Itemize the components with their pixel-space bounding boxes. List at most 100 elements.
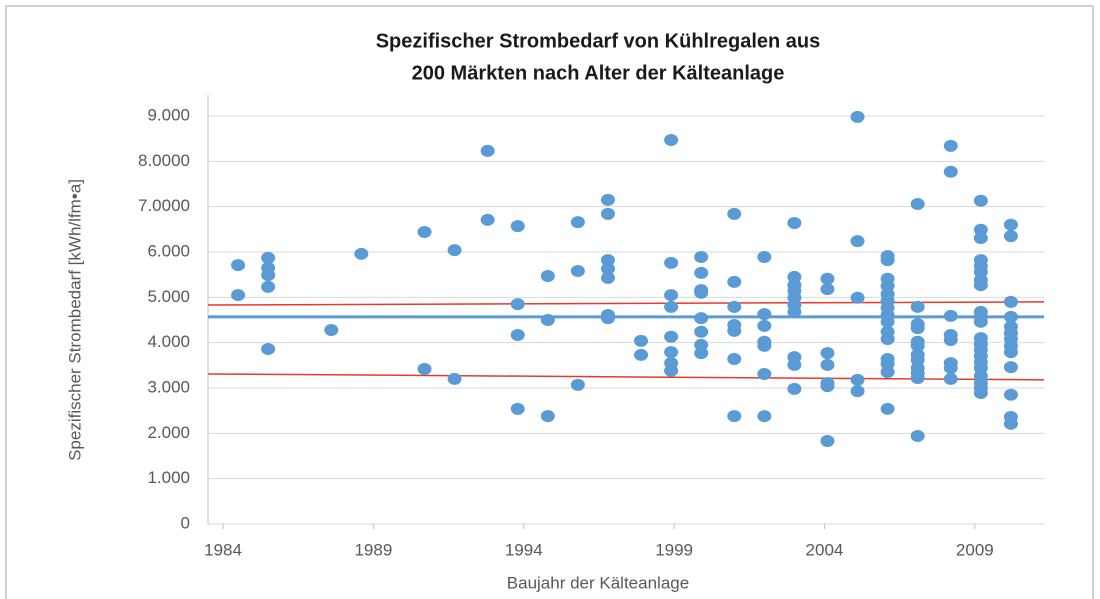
data-point <box>850 385 865 398</box>
data-point <box>727 324 742 337</box>
data-point <box>261 343 276 356</box>
data-point <box>694 266 709 279</box>
data-point <box>600 262 615 275</box>
data-point <box>727 207 742 220</box>
data-point <box>1003 218 1018 231</box>
data-point <box>787 305 802 318</box>
data-point <box>510 402 525 415</box>
data-point <box>820 272 835 285</box>
data-point <box>694 250 709 263</box>
data-point <box>727 410 742 423</box>
data-point <box>820 380 835 393</box>
data-point <box>943 372 958 385</box>
data-point <box>600 312 615 325</box>
data-point <box>694 286 709 299</box>
x-tick-label: 1994 <box>505 540 543 559</box>
chart-title: Spezifischer Strombedarf von Kühlregalen… <box>376 30 821 52</box>
data-point <box>850 110 865 123</box>
data-point <box>1003 361 1018 374</box>
data-point <box>880 315 895 328</box>
x-axis-label: Baujahr der Kälteanlage <box>507 573 689 592</box>
data-point <box>664 346 679 359</box>
data-point <box>850 373 865 386</box>
data-point <box>910 430 925 443</box>
data-point <box>664 289 679 302</box>
x-tick-label: 2004 <box>806 540 844 559</box>
data-point <box>973 194 988 207</box>
data-point <box>1003 230 1018 243</box>
data-point <box>510 328 525 341</box>
y-tick-label: 4.000 <box>147 332 190 351</box>
data-point <box>943 139 958 152</box>
data-point <box>510 298 525 311</box>
y-axis-label: Spezifischer Strombedarf [kWh/lfm•a] <box>65 179 84 461</box>
data-point <box>1003 388 1018 401</box>
data-point <box>787 358 802 371</box>
data-point <box>880 402 895 415</box>
data-point <box>570 265 585 278</box>
data-point <box>1003 295 1018 308</box>
data-point <box>1003 417 1018 430</box>
data-point <box>820 347 835 360</box>
data-point <box>973 386 988 399</box>
data-point <box>570 216 585 229</box>
data-point <box>787 382 802 395</box>
x-tick-label: 2009 <box>956 540 994 559</box>
data-point <box>231 259 246 272</box>
x-tick-label: 1989 <box>354 540 392 559</box>
y-tick-label: 5.000 <box>147 287 190 306</box>
data-point <box>417 226 432 239</box>
data-point <box>664 134 679 147</box>
y-tick-label: 2.000 <box>147 423 190 442</box>
data-point <box>540 314 555 326</box>
data-point <box>634 348 649 361</box>
data-point <box>757 410 772 423</box>
data-point <box>694 325 709 338</box>
data-point <box>820 283 835 296</box>
data-point <box>727 352 742 365</box>
data-point <box>634 334 649 347</box>
data-point <box>910 322 925 335</box>
reference-line <box>207 301 1045 306</box>
data-point <box>757 250 772 263</box>
data-point <box>850 235 865 248</box>
data-point <box>973 231 988 244</box>
data-point <box>694 347 709 360</box>
reference-line <box>207 373 1045 381</box>
data-point <box>540 410 555 423</box>
data-point <box>973 315 988 328</box>
y-tick-label: 0 <box>181 513 190 532</box>
data-point <box>727 275 742 288</box>
data-point <box>480 144 495 157</box>
data-point <box>1003 310 1018 323</box>
y-tick-label: 7.0000 <box>138 196 190 215</box>
data-point <box>261 269 276 282</box>
data-point <box>910 197 925 210</box>
data-point <box>757 319 772 332</box>
data-point <box>943 309 958 322</box>
data-point <box>261 251 276 264</box>
y-tick-label: 6.000 <box>147 241 190 260</box>
data-point <box>664 330 679 343</box>
data-point <box>664 300 679 313</box>
data-point <box>600 271 615 284</box>
data-point <box>943 362 958 375</box>
data-point <box>943 333 958 346</box>
y-tick-label: 8.0000 <box>138 151 190 170</box>
data-point <box>570 378 585 391</box>
data-point <box>261 280 276 293</box>
data-point <box>727 300 742 313</box>
data-point <box>1003 346 1018 359</box>
data-point <box>943 165 958 178</box>
data-point <box>231 289 246 302</box>
data-point <box>910 300 925 313</box>
data-point <box>694 312 709 325</box>
chart-title: 200 Märkten nach Alter der Kälteanlage <box>412 62 785 84</box>
data-point <box>910 339 925 352</box>
data-point <box>664 364 679 377</box>
y-tick-label: 1.000 <box>147 468 190 487</box>
x-tick-label: 1999 <box>655 540 693 559</box>
data-point <box>447 244 462 257</box>
data-point <box>757 367 772 380</box>
